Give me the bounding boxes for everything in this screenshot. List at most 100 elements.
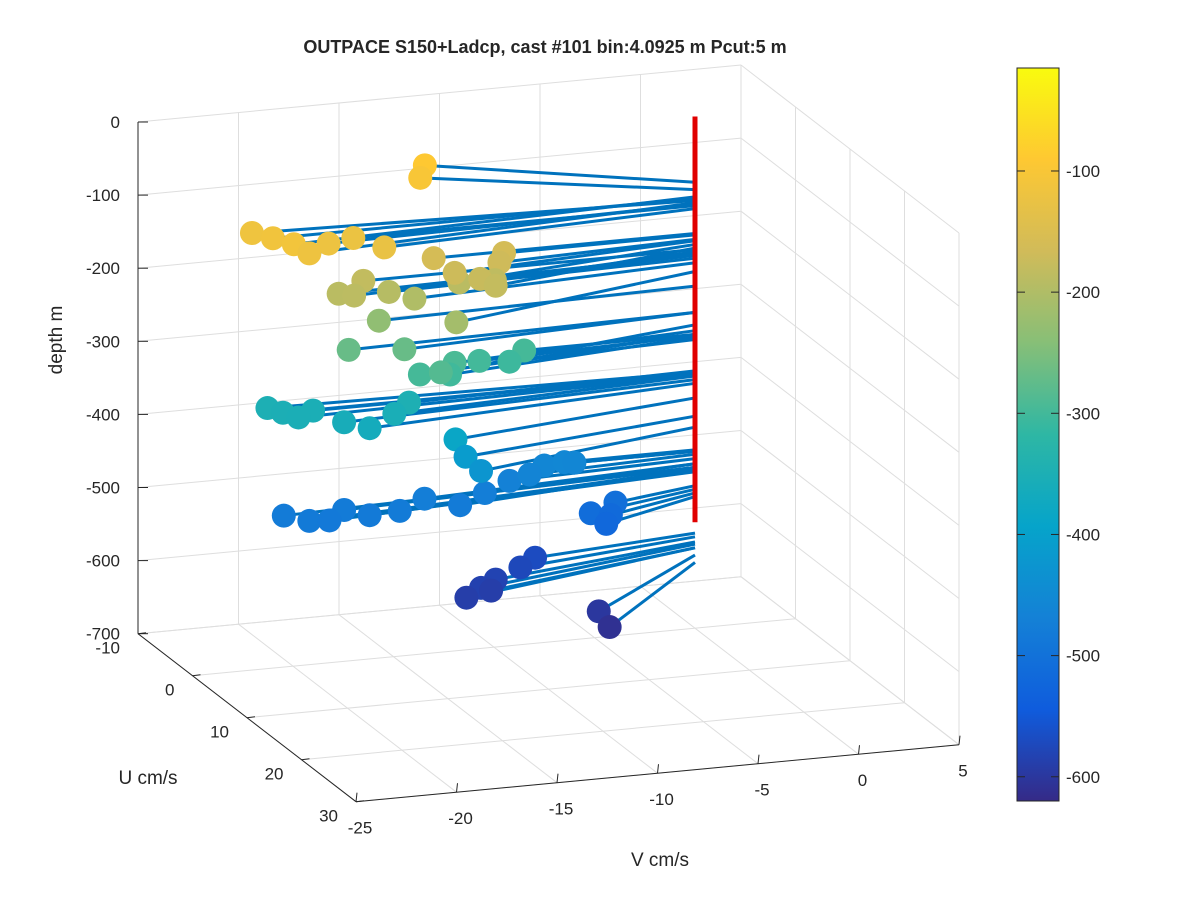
tick-mark bbox=[456, 783, 458, 793]
z-tick-label: 0 bbox=[111, 113, 120, 132]
stem-line bbox=[615, 484, 696, 505]
data-point bbox=[297, 241, 322, 266]
x-tick-label: 0 bbox=[858, 771, 867, 790]
x-tick-label: -25 bbox=[348, 819, 373, 838]
stem-line bbox=[479, 242, 696, 281]
stem-line bbox=[610, 491, 696, 517]
stem-line bbox=[534, 531, 696, 560]
tick-mark bbox=[246, 716, 256, 719]
grid-line bbox=[740, 137, 960, 307]
x-tick-label: -5 bbox=[754, 781, 769, 800]
tick-mark bbox=[137, 632, 147, 635]
grid-line bbox=[137, 356, 742, 415]
colorbar-tick-label: -400 bbox=[1066, 525, 1100, 544]
z-tick-label: -600 bbox=[86, 552, 120, 571]
colorbar-tick-label: -500 bbox=[1066, 647, 1100, 666]
stem-line bbox=[597, 553, 696, 613]
tick-mark bbox=[192, 674, 201, 677]
data-point bbox=[357, 503, 382, 528]
colorbar-tick-layer: -100 -200 -300 -400 -500 -600 bbox=[1017, 162, 1100, 787]
stem-line bbox=[480, 425, 696, 473]
y-tick-label: 30 bbox=[319, 807, 338, 826]
data-point bbox=[407, 362, 432, 387]
data-point bbox=[357, 416, 382, 441]
x-tick-label: -15 bbox=[549, 800, 574, 819]
data-point bbox=[472, 481, 497, 506]
z-tick-label: -300 bbox=[86, 332, 120, 351]
z-tick-label: -400 bbox=[86, 405, 120, 424]
data-point bbox=[479, 578, 504, 603]
x-tick-label: 5 bbox=[958, 762, 967, 781]
stem-line bbox=[503, 233, 696, 255]
tick-mark bbox=[355, 800, 365, 803]
grid-line bbox=[301, 702, 905, 761]
data-point bbox=[421, 246, 446, 271]
stem-line bbox=[524, 332, 696, 352]
stem-line bbox=[480, 542, 696, 590]
colorbar-tick-label: -600 bbox=[1066, 768, 1100, 787]
data-point bbox=[317, 508, 342, 533]
data-point bbox=[392, 337, 417, 362]
z-tick-label: -100 bbox=[86, 186, 120, 205]
data-point bbox=[444, 310, 469, 335]
point-layer bbox=[239, 153, 628, 640]
data-point bbox=[387, 498, 412, 523]
data-point bbox=[366, 308, 391, 333]
stem-line bbox=[499, 237, 696, 264]
stem-line bbox=[378, 284, 696, 323]
grid-line bbox=[192, 618, 796, 677]
grid-line bbox=[740, 64, 960, 234]
data-point bbox=[517, 462, 542, 487]
stem-line bbox=[608, 561, 696, 629]
data-point bbox=[467, 348, 492, 373]
x-axis-label: V cm/s bbox=[631, 850, 689, 871]
stem-line bbox=[456, 270, 696, 324]
data-point bbox=[316, 231, 341, 256]
stem-line bbox=[251, 199, 696, 235]
stem-line bbox=[408, 369, 696, 405]
tick-mark bbox=[355, 792, 358, 802]
data-point bbox=[382, 401, 407, 426]
data-point bbox=[454, 585, 479, 610]
grid-line bbox=[740, 210, 960, 380]
colorbar-tick-label: -100 bbox=[1066, 162, 1100, 181]
data-point bbox=[412, 486, 437, 511]
stem-line bbox=[424, 163, 696, 184]
stem-line bbox=[388, 256, 696, 294]
tick-layer: 0-100-200-300-400-500-600-700-100102030-… bbox=[86, 113, 968, 838]
tick-mark bbox=[301, 758, 310, 761]
y-axis-label: U cm/s bbox=[118, 768, 177, 789]
stem-line bbox=[363, 248, 696, 283]
stem-line bbox=[459, 467, 696, 507]
data-point bbox=[402, 286, 427, 311]
grid-line bbox=[740, 283, 960, 453]
data-point bbox=[497, 468, 522, 493]
stem-line bbox=[384, 207, 696, 249]
tick-mark bbox=[958, 735, 961, 745]
colorbar-tick-label: -200 bbox=[1066, 283, 1100, 302]
stem-line bbox=[404, 310, 696, 351]
grid-layer bbox=[137, 64, 960, 803]
tick-mark bbox=[556, 773, 559, 783]
stem-line bbox=[353, 204, 696, 240]
data-point bbox=[260, 226, 285, 251]
grid-line bbox=[740, 357, 960, 526]
data-point bbox=[562, 450, 587, 475]
stem-layer bbox=[251, 116, 698, 629]
colorbar bbox=[1016, 67, 1060, 802]
grid-line bbox=[740, 430, 960, 599]
y-tick-label: -10 bbox=[95, 639, 120, 658]
chart-title: OUTPACE S150+Ladcp, cast #101 bin:4.0925… bbox=[303, 37, 786, 57]
stem-line bbox=[574, 449, 696, 465]
stem-line bbox=[298, 373, 696, 419]
data-point bbox=[428, 360, 453, 385]
data-point bbox=[271, 503, 296, 528]
data-point bbox=[469, 458, 494, 483]
data-point bbox=[239, 221, 264, 246]
stem-line bbox=[465, 414, 696, 459]
stem-line bbox=[490, 546, 696, 593]
z-tick-label: -500 bbox=[86, 479, 120, 498]
data-point bbox=[372, 235, 397, 260]
data-point bbox=[376, 279, 401, 304]
